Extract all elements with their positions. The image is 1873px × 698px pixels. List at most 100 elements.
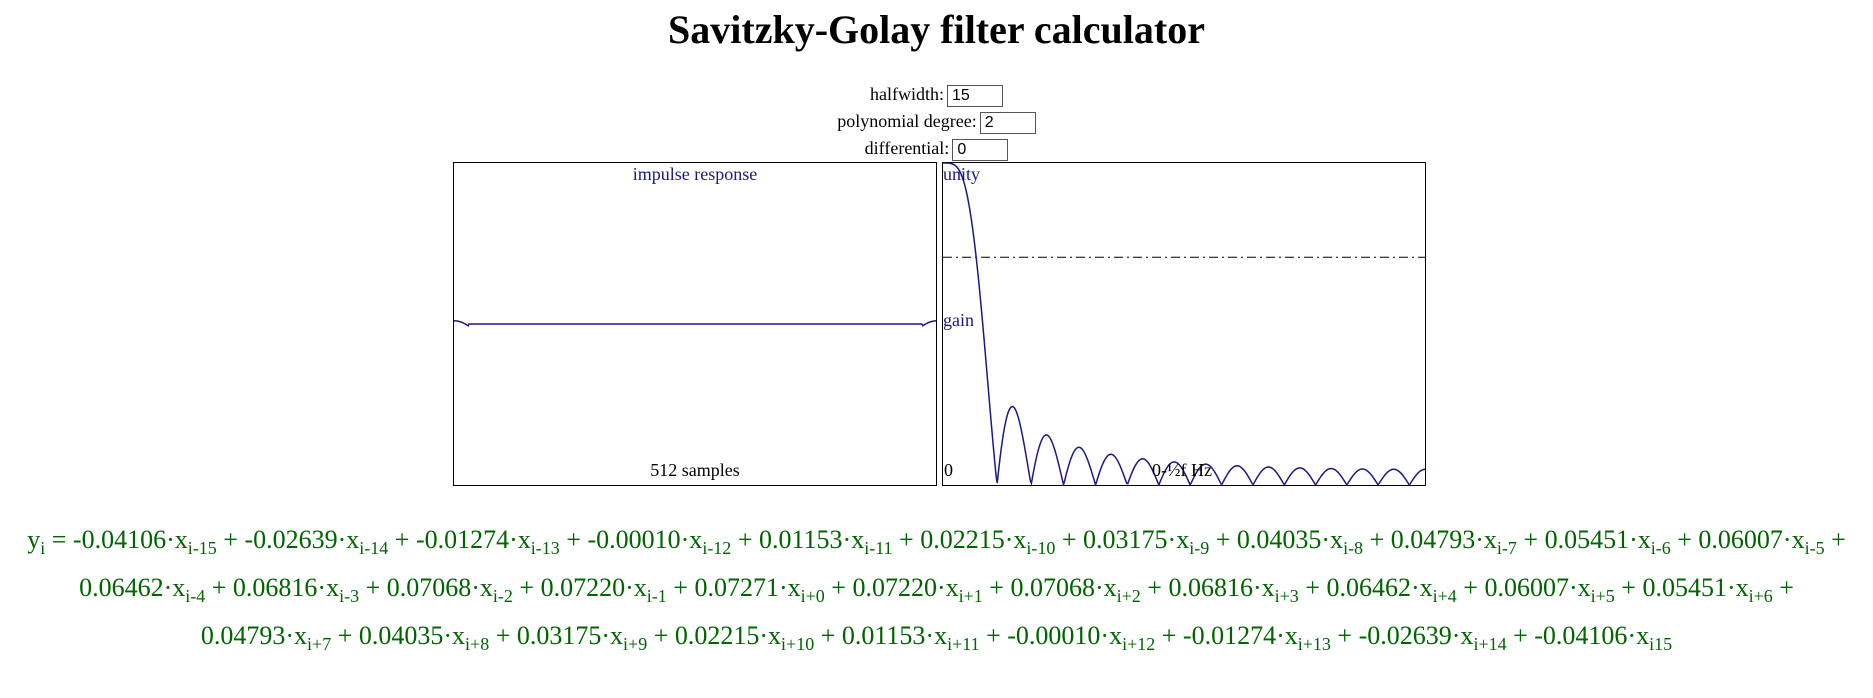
equation-term-subscript: i+9 [623, 634, 648, 655]
equation-term-subscript: i+2 [1116, 586, 1141, 607]
equation-term-subscript: i-10 [1026, 538, 1056, 559]
equation-coefficient: 0.06816 [232, 573, 318, 603]
equation-coefficient: 0.02215 [920, 525, 1005, 554]
equation-term: 0.06007·xi-5 [1698, 525, 1825, 559]
unity-label: unity [943, 164, 981, 184]
equation-term-subscript: i+4 [1432, 586, 1457, 607]
origin-label: 0 [944, 460, 953, 480]
impulse-response-plot [453, 162, 937, 486]
equation-term: 0.07068·xi+2 [1010, 573, 1141, 607]
equation-term-subscript: i+0 [800, 586, 825, 607]
equation-coefficient: 0.04793 [1390, 525, 1476, 554]
equation-term: 0.06816·xi+3 [1168, 573, 1299, 607]
equation-coefficient: -0.02639 [1358, 621, 1452, 651]
equation-coefficient: 0.01153 [841, 621, 926, 651]
equation-term: 0.02215·xi-10 [920, 525, 1056, 559]
equation-coefficient: 0.06007 [1698, 525, 1783, 554]
equation-term: 0.03175·xi-9 [1083, 525, 1210, 559]
impulse-plot-x-label: 512 samples [650, 460, 740, 480]
degree-input[interactable] [979, 111, 1036, 134]
equation-term: 0.05451·xi-6 [1544, 525, 1671, 559]
equation-coefficient: -0.02639 [244, 525, 338, 554]
equation-coefficient: 0.02215 [674, 621, 760, 651]
equation-term: 0.02215·xi+10 [674, 621, 815, 655]
frequency-response-panel: unity gain 0 0-½f Hz [942, 162, 1426, 486]
impulse-plot-title: impulse response [632, 164, 758, 184]
equation-term-subscript: i-6 [1650, 538, 1671, 559]
equation-term: 0.05451·xi+6 [1642, 573, 1773, 607]
equation-term: -0.04106·xi-15 [72, 525, 217, 559]
equation-term: 0.06462·xi-4 [79, 573, 206, 607]
equation-coefficient: 0.03175 [1083, 525, 1168, 554]
equation-term: 0.06462·xi+4 [1326, 573, 1457, 607]
equation-term-subscript: i+13 [1297, 634, 1331, 655]
halfwidth-input[interactable] [947, 84, 1003, 107]
degree-label: polynomial degree: [837, 111, 977, 131]
equation-term-subscript: i-4 [185, 586, 206, 607]
halfwidth-row: halfwidth: [0, 81, 1873, 107]
equation-coefficient: 0.07220 [852, 573, 937, 603]
equation-coefficient: 0.06462 [1326, 573, 1411, 603]
equation-term: 0.04035·xi+8 [358, 621, 490, 655]
impulse-plot-frame [453, 162, 937, 486]
equation-term: -0.04106·xi15 [1534, 621, 1673, 655]
equation-coefficient: -0.01274 [415, 525, 510, 554]
equation-coefficient: 0.05451 [1544, 525, 1630, 554]
equation-lhs: yi [27, 525, 46, 559]
equation-coefficient: 0.07271 [694, 573, 779, 603]
equation-coefficient: -0.00010 [1007, 621, 1101, 651]
equation-term-subscript: i+3 [1274, 586, 1299, 607]
equation-term: 0.04793·xi+7 [200, 621, 332, 655]
page-title: Savitzky-Golay filter calculator [668, 7, 1205, 52]
equation-term: 0.07068·xi-2 [386, 573, 513, 607]
equation-term: 0.07220·xi-1 [540, 573, 667, 607]
halfwidth-label: halfwidth: [870, 84, 944, 104]
equation-term: -0.01274·xi+13 [1182, 621, 1331, 655]
equation-coefficient: 0.06816 [1168, 573, 1253, 603]
equation-coefficient: 0.03175 [516, 621, 602, 651]
equation-term-subscript: i-8 [1343, 538, 1364, 559]
equation-term: -0.02639·xi-14 [244, 525, 389, 559]
equation-coefficient: -0.01274 [1182, 621, 1277, 651]
frequency-plot-frame [942, 162, 1426, 486]
equation-term: 0.01153·xi+11 [841, 621, 980, 655]
filter-equation: yi = -0.04106·xi-15 + -0.02639·xi-14 + -… [27, 525, 1846, 655]
degree-row: polynomial degree: [0, 108, 1873, 134]
equation-term: 0.07271·xi+0 [694, 573, 825, 607]
equation-term-subscript: i+1 [958, 586, 983, 607]
equation-term-subscript: i-15 [187, 538, 217, 559]
equation-coefficient: 0.07068 [386, 573, 472, 603]
equation-term-subscript: i-12 [702, 538, 732, 559]
equation-term: -0.00010·xi-12 [587, 525, 732, 559]
equation-term-subscript: i+14 [1473, 634, 1507, 655]
equation-term-subscript: i-14 [359, 538, 389, 559]
equation-term-subscript: i-13 [530, 538, 560, 559]
equation-term-subscript: i+7 [307, 634, 332, 655]
equation-coefficient: 0.07068 [1010, 573, 1095, 603]
equation-term-subscript: i+5 [1590, 586, 1615, 607]
equation-term-subscript: i15 [1649, 634, 1673, 655]
equation-term-subscript: i-5 [1804, 538, 1825, 559]
equation-term-subscript: i-1 [646, 586, 667, 607]
equation-term: -0.01274·xi-13 [415, 525, 560, 559]
equation-term-subscript: i-2 [492, 586, 513, 607]
differential-input[interactable] [952, 138, 1009, 161]
equation-coefficient: 0.05451 [1642, 573, 1727, 603]
equation-coefficient: -0.04106 [72, 525, 167, 554]
equation-coefficient: 0.04035 [358, 621, 444, 651]
equation-term: 0.01153·xi-11 [758, 525, 893, 559]
equation-coefficient: 0.04793 [200, 621, 286, 651]
equation-term: 0.04035·xi-8 [1236, 525, 1364, 559]
gain-label: gain [943, 310, 974, 330]
equation-coefficient: 0.06462 [79, 573, 164, 603]
frequency-response-plot [942, 162, 1426, 486]
equation-term: 0.06816·xi-3 [232, 573, 360, 607]
equation-term-subscript: i+10 [781, 634, 815, 655]
equation-term-subscript: i-9 [1189, 538, 1210, 559]
equation-term-subscript: i-7 [1496, 538, 1517, 559]
impulse-response-panel: impulse response 512 samples [453, 162, 937, 486]
equation-coefficient: 0.01153 [758, 525, 843, 554]
equation-term: 0.07220·xi+1 [852, 573, 983, 607]
equation-coefficient: 0.06007 [1484, 573, 1569, 603]
equation-term-subscript: i-3 [339, 586, 360, 607]
